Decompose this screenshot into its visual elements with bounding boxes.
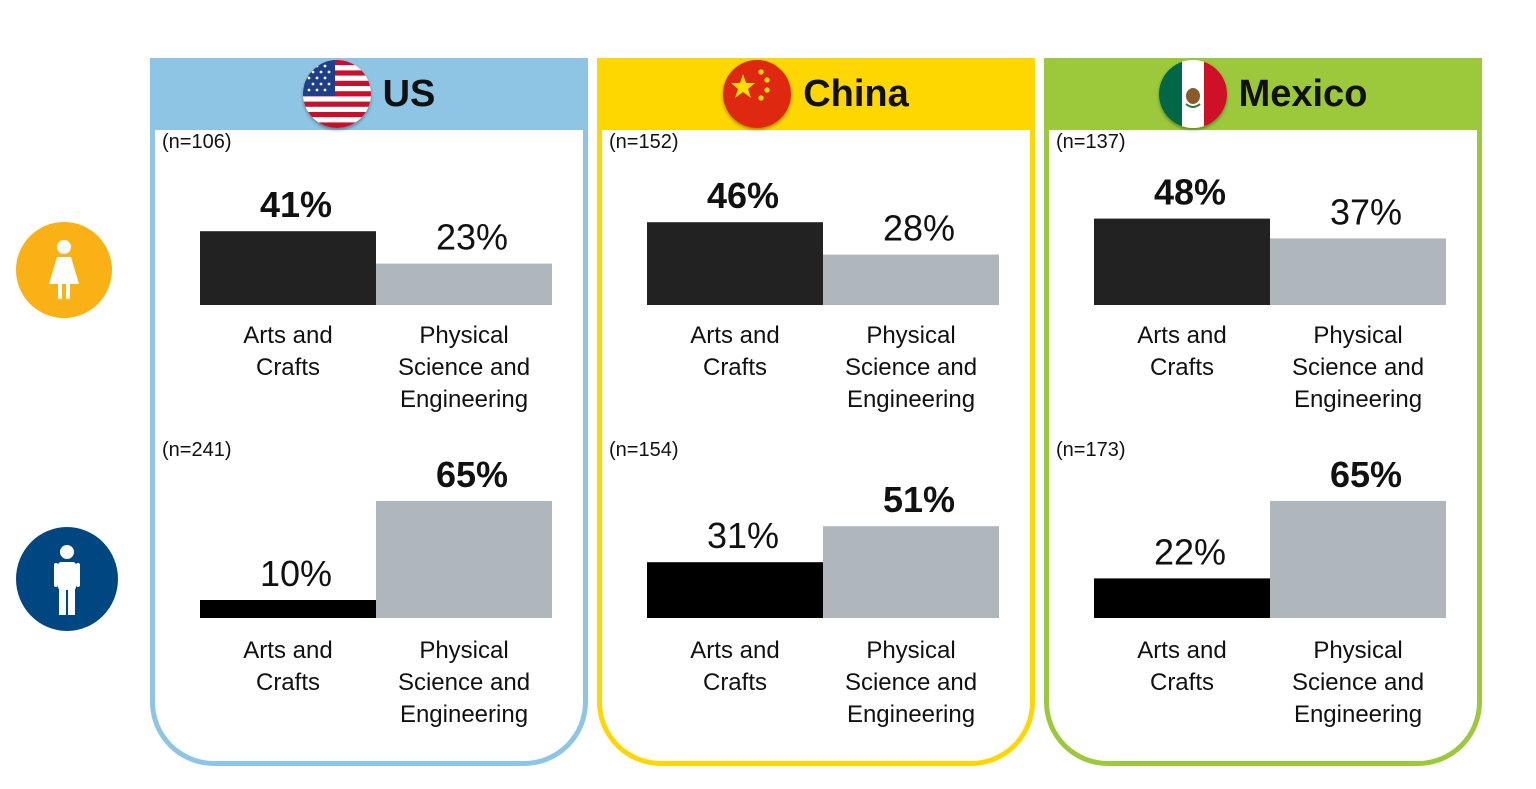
category-label: Arts and Crafts	[690, 322, 779, 381]
category-label: Arts and Crafts	[243, 322, 332, 381]
china-flag-icon	[723, 60, 792, 128]
category-label-line: Engineering	[1294, 701, 1422, 728]
category-label-line: Engineering	[400, 701, 528, 728]
category-label-line: Arts and	[243, 322, 332, 349]
category-label-line: Arts and	[690, 637, 779, 664]
category-label-line: Crafts	[256, 354, 320, 381]
category-label-line: Science and	[1292, 354, 1424, 381]
country-name: China	[803, 72, 909, 115]
bar-female-physical-science-and-engineering	[1270, 238, 1446, 305]
panel-us-header: US	[150, 58, 588, 130]
category-label-line: Arts and	[1137, 637, 1226, 664]
data-label: 46%	[707, 175, 779, 216]
bar-female-arts-and-crafts	[647, 222, 823, 305]
bar-male-arts-and-crafts	[200, 600, 376, 618]
data-label: 23%	[436, 217, 508, 258]
category-label: Arts and Crafts	[243, 637, 332, 696]
panel-us: US (n=106) 41% Arts and Crafts 23% Physical Sc…	[150, 58, 588, 766]
category-label-line: Crafts	[703, 354, 767, 381]
panel-mexico-header: Mexico	[1044, 58, 1482, 130]
data-label: 51%	[883, 479, 955, 520]
data-label: 65%	[436, 454, 508, 495]
data-label: 37%	[1330, 191, 1402, 232]
category-label-line: Science and	[398, 669, 530, 696]
category-label: Physical Science and Engineering	[1292, 637, 1424, 728]
sample-size-label: (n=173)	[1056, 439, 1126, 461]
bar-male-physical-science-and-engineering	[376, 501, 552, 618]
bar-female-arts-and-crafts	[1094, 218, 1270, 305]
category-label: Physical Science and Engineering	[845, 637, 977, 728]
data-label: 41%	[260, 184, 332, 225]
category-label-line: Science and	[398, 354, 530, 381]
panel-china: China (n=152) 46% Arts and Crafts 28% Physica…	[597, 58, 1035, 766]
panel-mexico: Mexico (n=137) 48% Arts and Crafts 37% Physic…	[1044, 58, 1482, 766]
panel-us-frame	[150, 58, 588, 766]
data-label: 22%	[1154, 531, 1226, 572]
chart-us: (n=106) 41% Arts and Crafts 23% Physical Scien…	[162, 131, 552, 728]
woman-icon	[16, 222, 112, 318]
bar-male-physical-science-and-engineering	[1270, 501, 1446, 618]
category-label-line: Physical	[1313, 322, 1402, 349]
data-label: 48%	[1154, 172, 1226, 213]
mexico-flag-icon	[1158, 60, 1227, 128]
category-label-line: Arts and	[243, 637, 332, 664]
category-label: Physical Science and Engineering	[845, 322, 977, 413]
category-label-line: Crafts	[1150, 669, 1214, 696]
chart-china: (n=152) 46% Arts and Crafts 28% Physical Scien…	[609, 131, 999, 728]
sample-size-label: (n=241)	[162, 439, 232, 461]
category-label-line: Engineering	[847, 386, 975, 413]
panel-china-frame	[597, 58, 1035, 766]
category-label-line: Science and	[845, 354, 977, 381]
category-label-line: Science and	[1292, 669, 1424, 696]
category-label-line: Physical	[866, 322, 955, 349]
category-label-line: Physical	[419, 322, 508, 349]
category-label: Physical Science and Engineering	[1292, 322, 1424, 413]
panel-china-header: China	[597, 58, 1035, 130]
category-label-line: Science and	[845, 669, 977, 696]
panel-mexico-frame	[1044, 58, 1482, 766]
sample-size-label: (n=152)	[609, 131, 679, 153]
category-label-line: Crafts	[1150, 354, 1214, 381]
bar-female-physical-science-and-engineering	[823, 254, 999, 305]
category-label: Arts and Crafts	[690, 637, 779, 696]
category-label-line: Physical	[419, 637, 508, 664]
category-label-line: Arts and	[690, 322, 779, 349]
us-flag-icon	[302, 60, 371, 128]
bar-female-physical-science-and-engineering	[376, 263, 552, 305]
category-label-line: Engineering	[400, 386, 528, 413]
data-label: 28%	[883, 208, 955, 249]
category-label-line: Crafts	[256, 669, 320, 696]
category-label-line: Physical	[1313, 637, 1402, 664]
chart-mexico: (n=137) 48% Arts and Crafts 37% Physical Scien…	[1056, 131, 1446, 728]
category-label-line: Engineering	[1294, 386, 1422, 413]
category-label: Physical Science and Engineering	[398, 637, 530, 728]
bar-male-arts-and-crafts	[647, 562, 823, 618]
bar-male-physical-science-and-engineering	[823, 526, 999, 618]
bar-male-arts-and-crafts	[1094, 578, 1270, 618]
category-label-line: Physical	[866, 637, 955, 664]
category-label: Physical Science and Engineering	[398, 322, 530, 413]
category-label-line: Arts and	[1137, 322, 1226, 349]
sample-size-label: (n=137)	[1056, 131, 1126, 153]
data-label: 31%	[707, 515, 779, 556]
category-label: Arts and Crafts	[1137, 637, 1226, 696]
sample-size-label: (n=106)	[162, 131, 232, 153]
country-name: Mexico	[1238, 72, 1368, 115]
data-label: 10%	[260, 553, 332, 594]
man-icon	[16, 527, 118, 631]
category-label: Arts and Crafts	[1137, 322, 1226, 381]
bar-female-arts-and-crafts	[200, 231, 376, 305]
data-label: 65%	[1330, 454, 1402, 495]
category-label-line: Crafts	[703, 669, 767, 696]
category-label-line: Engineering	[847, 701, 975, 728]
country-name: US	[382, 72, 436, 115]
sample-size-label: (n=154)	[609, 439, 679, 461]
